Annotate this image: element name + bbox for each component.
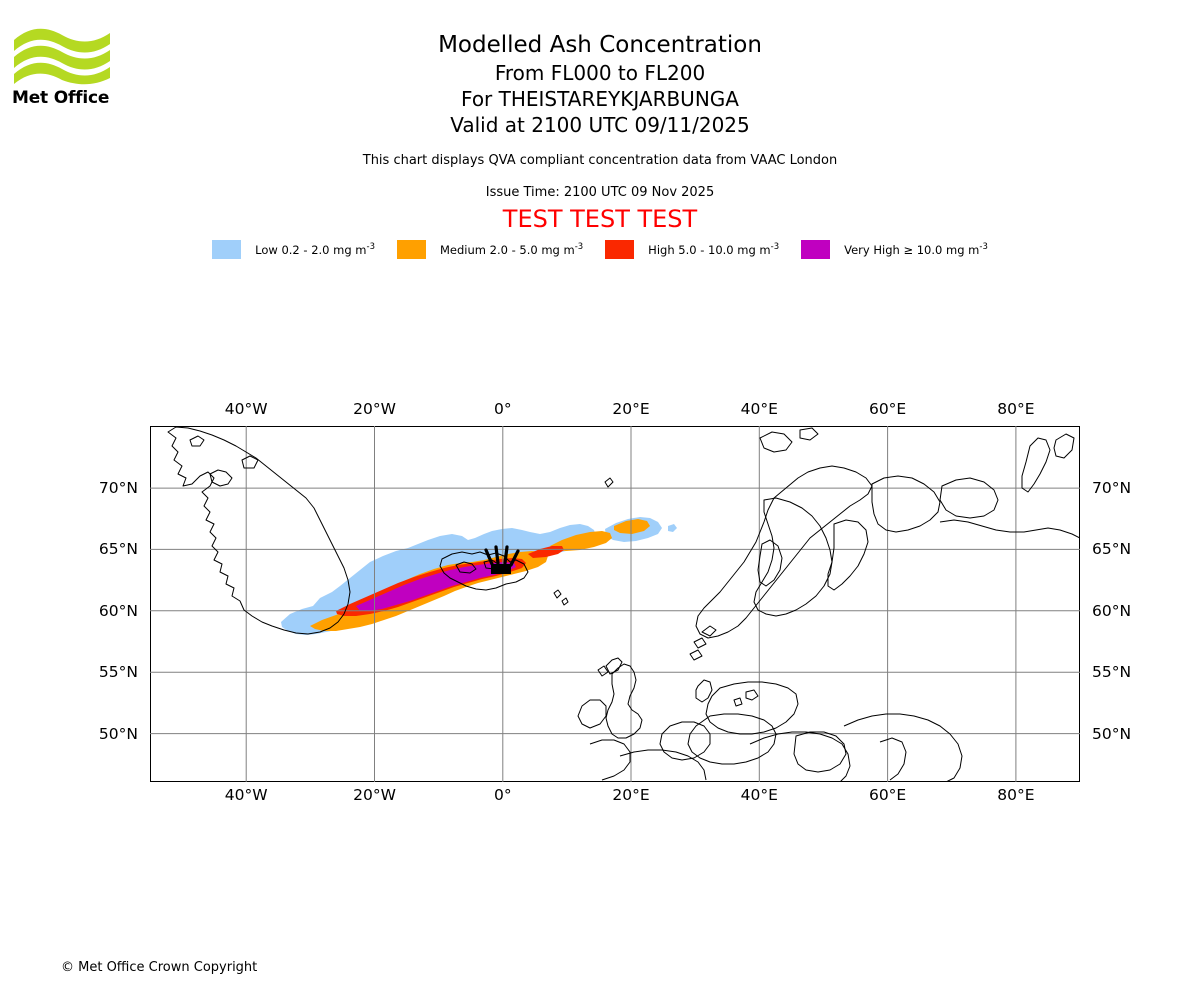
met-office-wordmark: Met Office — [12, 88, 110, 108]
met-office-logo: Met Office — [12, 24, 112, 116]
lon-label-top-4: 40°E — [740, 400, 778, 418]
qva-note: This chart displays QVA compliant concen… — [362, 153, 838, 168]
lon-label-bottom-2: 0° — [493, 786, 512, 804]
coastlines — [167, 426, 1080, 782]
lon-label-top-0: 40°W — [224, 400, 268, 418]
lon-label-bottom-1: 20°W — [353, 786, 396, 804]
concentration-legend: Low 0.2 - 2.0 mg m-3 Medium 2.0 - 5.0 mg … — [0, 240, 1200, 259]
legend-item-high: High 5.0 - 10.0 mg m-3 — [605, 240, 779, 259]
lon-label-top-5: 60°E — [868, 400, 907, 418]
lat-label-left-50: 50°N — [98, 724, 138, 743]
copyright-notice: © Met Office Crown Copyright — [61, 960, 258, 975]
flight-level-range: From FL000 to FL200 — [494, 61, 706, 85]
volcano-marker-icon — [484, 545, 520, 567]
legend-label-very-high: Very High ≥ 10.0 mg m-3 — [844, 242, 988, 257]
legend-swatch-high — [605, 240, 635, 259]
legend-swatch-low — [212, 240, 242, 259]
lon-label-top-6: 80°E — [997, 400, 1035, 418]
legend-item-low: Low 0.2 - 2.0 mg m-3 — [212, 240, 375, 259]
lat-label-left-55: 55°N — [98, 663, 138, 682]
chart-header: Modelled Ash Concentration From FL000 to… — [0, 0, 1200, 234]
volcano-marker-base — [491, 564, 511, 574]
valid-time: Valid at 2100 UTC 09/11/2025 — [450, 113, 750, 137]
lon-label-bottom-6: 80°E — [997, 786, 1035, 804]
map-graticule — [150, 426, 1080, 782]
lon-label-top-3: 20°E — [612, 400, 650, 418]
legend-label-high: High 5.0 - 10.0 mg m-3 — [648, 242, 780, 257]
legend-item-medium: Medium 2.0 - 5.0 mg m-3 — [396, 240, 584, 259]
lat-label-right-65: 65°N — [1092, 540, 1132, 559]
lat-label-left-70: 70°N — [98, 479, 138, 498]
plume-very-high — [356, 562, 516, 611]
lon-label-top-2: 0° — [493, 400, 512, 418]
lat-label-left-60: 60°N — [98, 601, 138, 620]
lat-label-right-50: 50°N — [1092, 724, 1132, 743]
lat-label-right-60: 60°N — [1092, 601, 1132, 620]
lon-label-bottom-0: 40°W — [224, 786, 268, 804]
legend-item-very-high: Very High ≥ 10.0 mg m-3 — [801, 240, 988, 259]
legend-label-low: Low 0.2 - 2.0 mg m-3 — [255, 242, 375, 257]
met-office-wave-icon — [14, 28, 110, 85]
lat-label-right-70: 70°N — [1092, 479, 1132, 498]
legend-swatch-medium — [396, 240, 426, 259]
test-banner: TEST TEST TEST — [502, 205, 698, 233]
lon-label-top-1: 20°W — [353, 400, 396, 418]
lon-label-bottom-4: 40°E — [740, 786, 778, 804]
lat-label-right-55: 55°N — [1092, 663, 1132, 682]
map-canvas — [150, 426, 1080, 782]
page-title: Modelled Ash Concentration — [438, 32, 762, 58]
legend-swatch-very-high — [801, 240, 831, 259]
lon-label-bottom-5: 60°E — [868, 786, 907, 804]
legend-label-medium: Medium 2.0 - 5.0 mg m-3 — [439, 242, 584, 257]
issue-time: Issue Time: 2100 UTC 09 Nov 2025 — [485, 185, 715, 200]
lat-label-left-65: 65°N — [98, 540, 138, 559]
ash-concentration-map: 40°W 20°W 0° 20°E 40°E 60°E 80°E 40°W 20… — [99, 400, 1131, 804]
lon-label-bottom-3: 20°E — [612, 786, 650, 804]
volcano-name: For THEISTAREYKJARBUNGA — [461, 87, 739, 111]
